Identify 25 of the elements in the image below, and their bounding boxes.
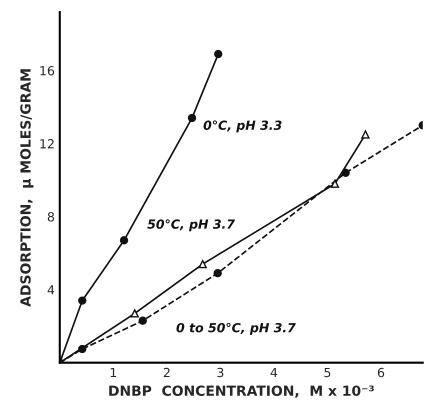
y-tick-label: 12 <box>40 139 54 148</box>
point <box>188 114 196 122</box>
y-tick-label: 16 <box>40 66 54 76</box>
y-tick-label: 8 <box>48 212 54 222</box>
x-tick-label: 5 <box>324 368 330 378</box>
series-label: 0°C, pH 3.3 <box>204 120 282 132</box>
point <box>214 50 222 58</box>
point <box>361 130 370 139</box>
point <box>198 260 207 268</box>
x-tick-label: 4 <box>270 368 278 378</box>
point <box>130 309 139 318</box>
x-tick-label: 1 <box>110 368 116 378</box>
series-label: 0 to 50°C, pH 3.7 <box>176 322 296 335</box>
y-tick-label: 4 <box>48 285 54 294</box>
point <box>330 180 340 188</box>
y-axis-title: ADSORPTION, μ MOLES/GRAM <box>20 69 34 307</box>
point <box>214 269 222 278</box>
point <box>120 236 128 245</box>
x-tick-label: 3 <box>217 368 224 378</box>
series-label: 50°C, pH 3.7 <box>147 219 235 232</box>
x-tick-label: 2 <box>164 368 170 378</box>
x-axis-title: DNBP CONCENTRATION, M x 10⁻³ <box>109 385 374 398</box>
point <box>78 296 86 305</box>
x-tick-label: 6 <box>378 368 384 378</box>
point <box>138 316 147 325</box>
